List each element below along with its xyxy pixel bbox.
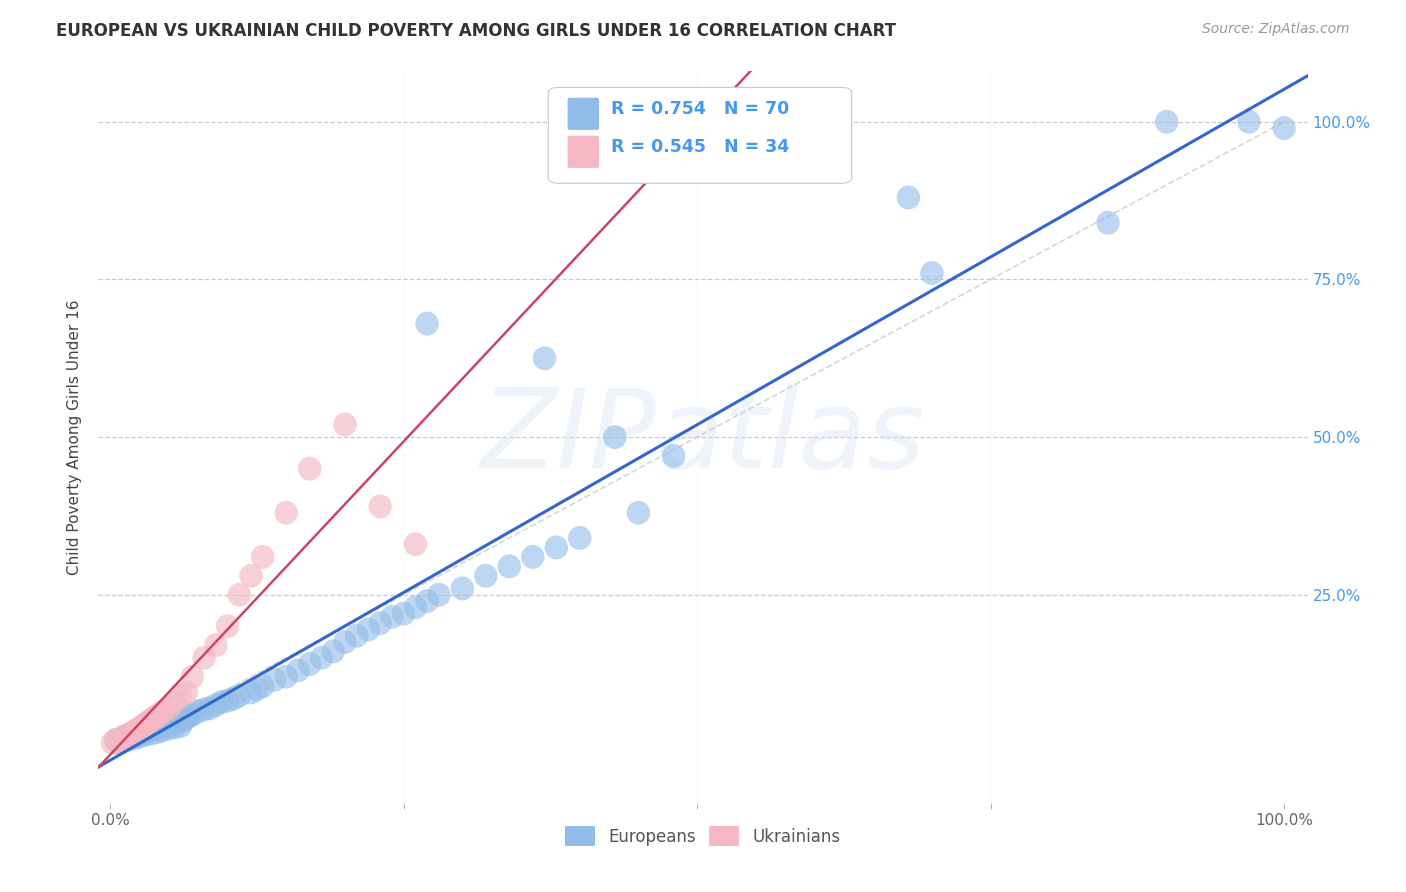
Legend: Europeans, Ukrainians: Europeans, Ukrainians [558,820,848,853]
Text: R = 0.754   N = 70: R = 0.754 N = 70 [612,101,789,119]
FancyBboxPatch shape [568,136,599,168]
Text: R = 0.545   N = 34: R = 0.545 N = 34 [612,138,789,156]
FancyBboxPatch shape [548,87,852,183]
FancyBboxPatch shape [568,98,599,130]
Y-axis label: Child Poverty Among Girls Under 16: Child Poverty Among Girls Under 16 [67,300,83,574]
Text: EUROPEAN VS UKRAINIAN CHILD POVERTY AMONG GIRLS UNDER 16 CORRELATION CHART: EUROPEAN VS UKRAINIAN CHILD POVERTY AMON… [56,22,896,40]
Text: Source: ZipAtlas.com: Source: ZipAtlas.com [1202,22,1350,37]
Text: ZIPatlas: ZIPatlas [481,384,925,491]
